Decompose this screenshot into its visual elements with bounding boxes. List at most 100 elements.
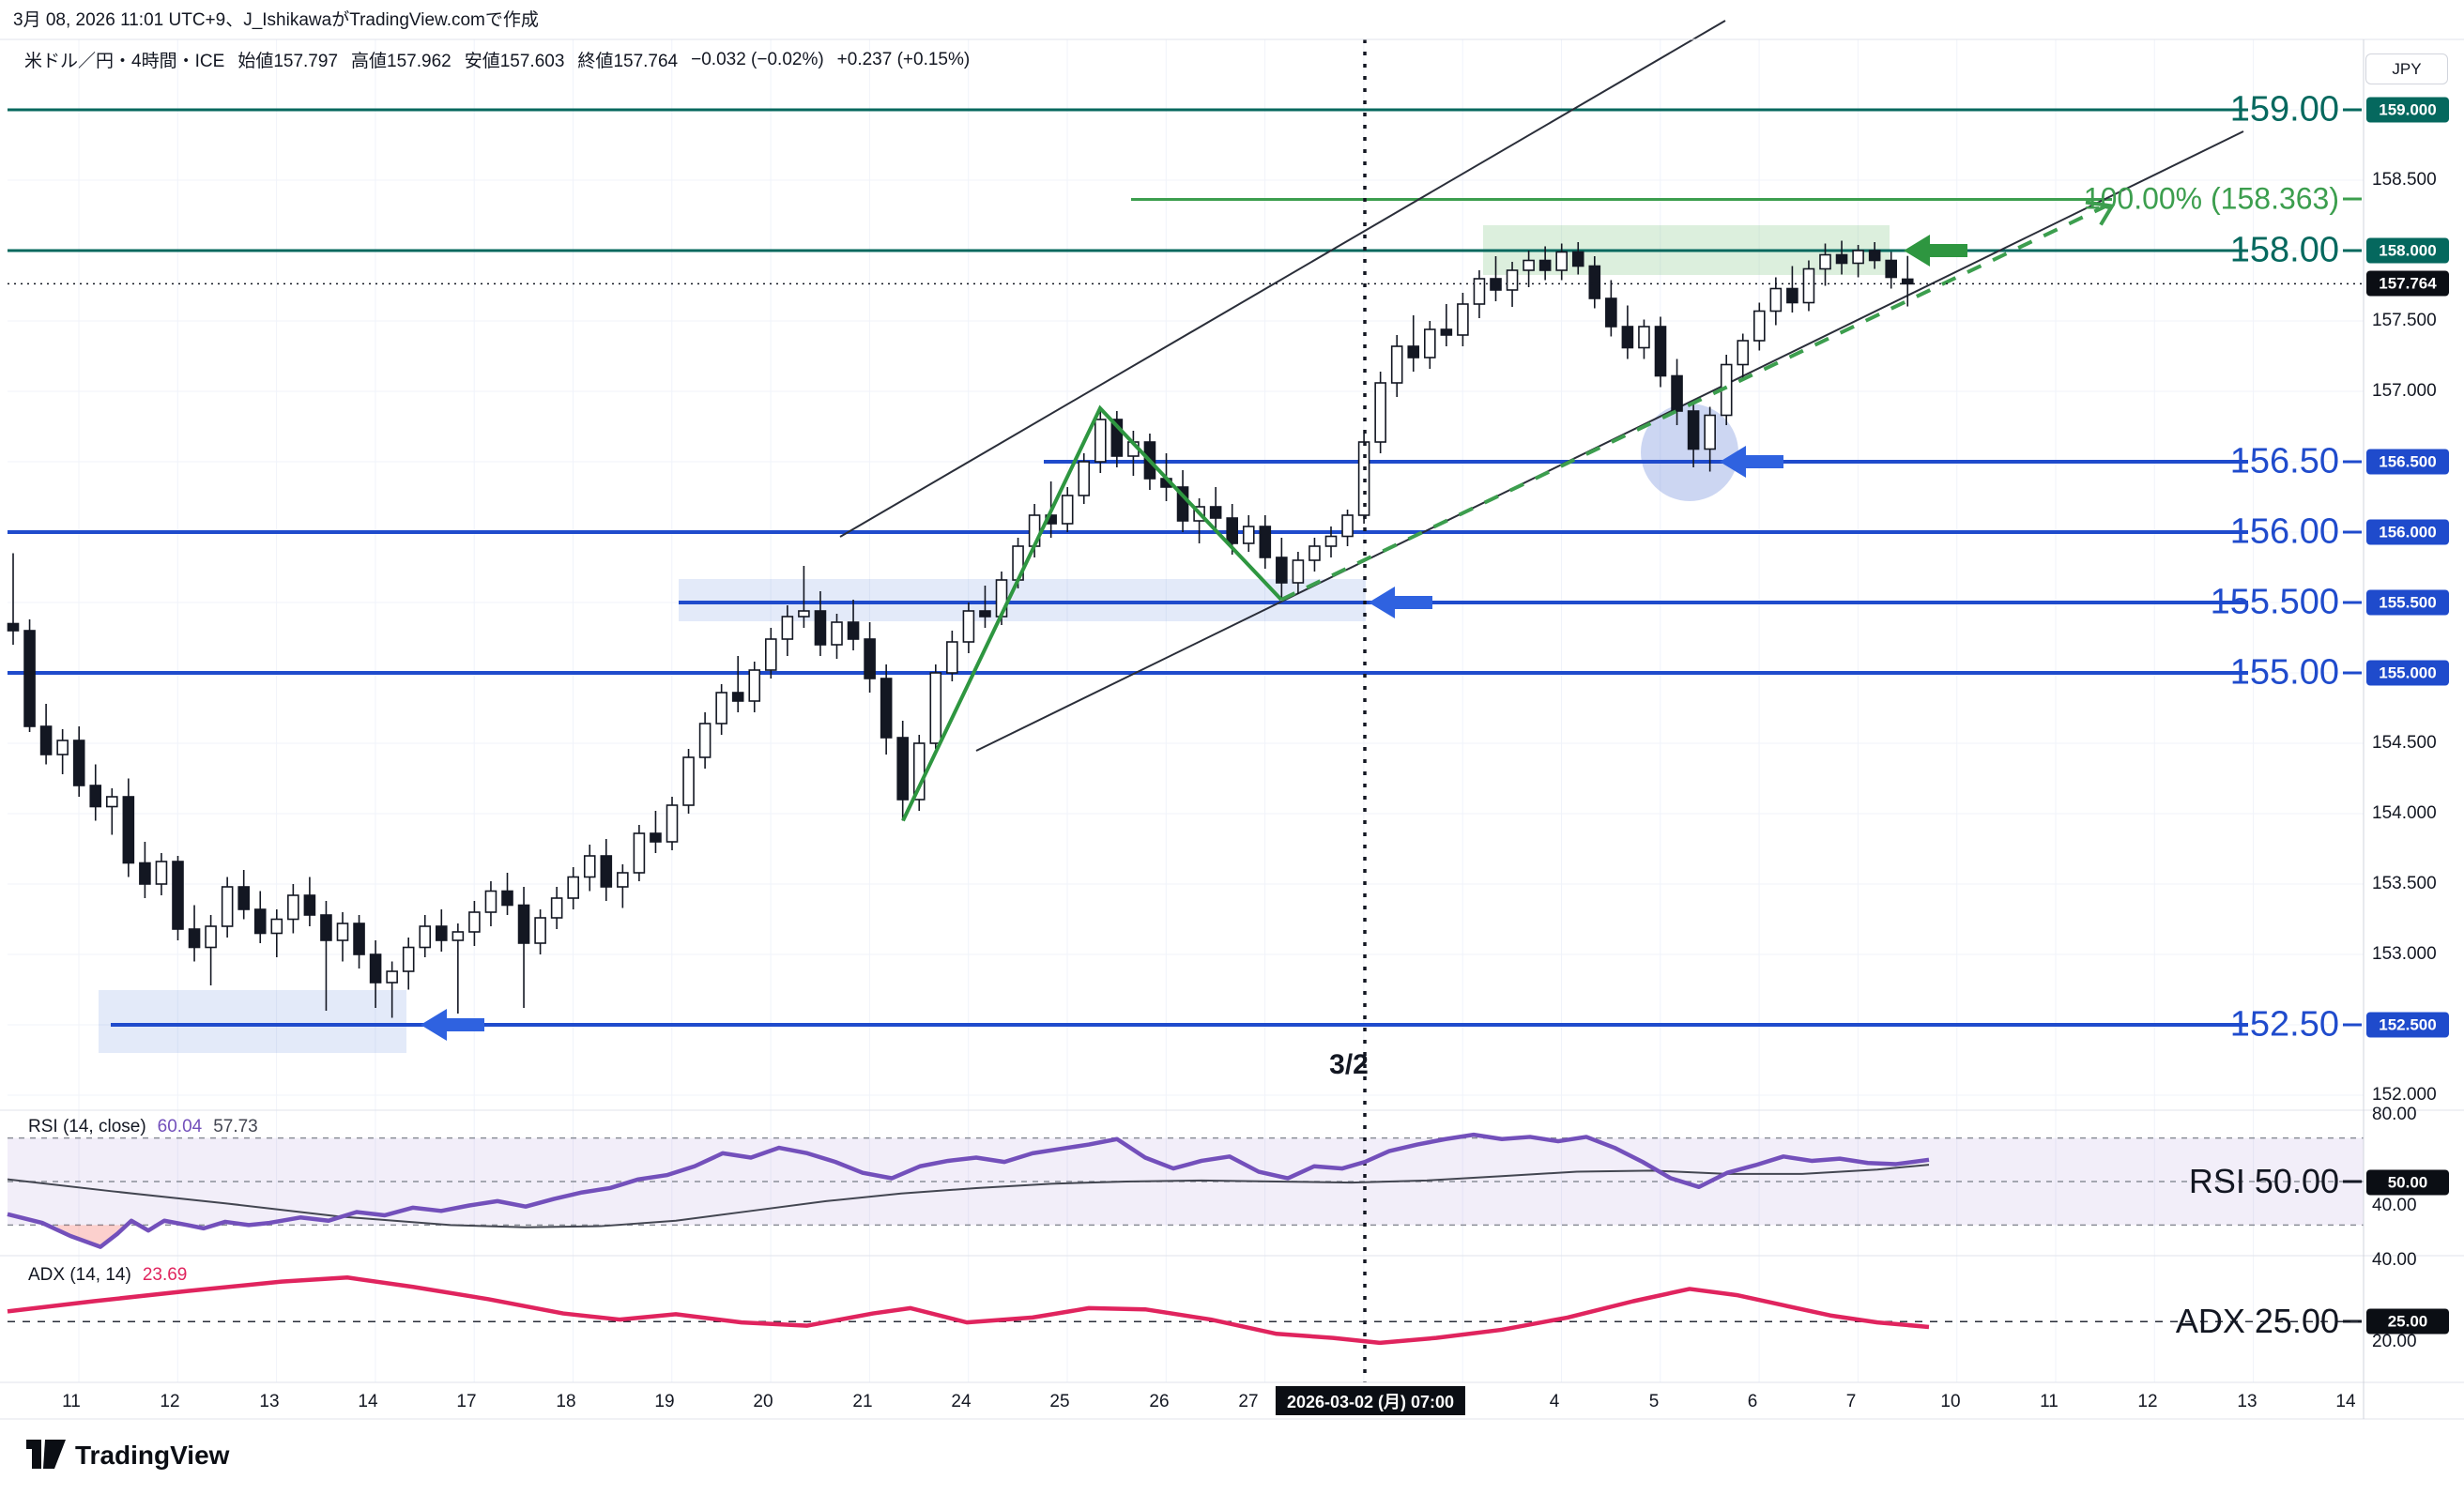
candle-body (1407, 345, 1420, 358)
candle-body (650, 832, 662, 843)
price-axis-label: 154.000 (2372, 803, 2437, 823)
candle-body (122, 796, 135, 864)
symbol-title: 米ドル／円・4時間・ICE (24, 52, 225, 71)
candle-body (1176, 486, 1189, 522)
candle-body (1078, 461, 1091, 496)
candle-body (1605, 297, 1617, 328)
candle-body (1242, 526, 1255, 544)
candle-body (912, 742, 926, 801)
candle-body (303, 894, 316, 916)
currency-scale-button[interactable]: JPY (2365, 53, 2448, 84)
rsi-ma-line (7, 1164, 1930, 1228)
price-axis-label: 157.500 (2372, 311, 2437, 330)
time-axis-label: 10 (1940, 1392, 1961, 1411)
candle-body (1687, 410, 1700, 450)
candle-body (253, 908, 267, 935)
candle-body (1638, 326, 1650, 349)
candle-body (402, 946, 415, 972)
time-axis-label: 25 (1049, 1392, 1070, 1411)
candle-body (550, 897, 563, 919)
candle-body (106, 796, 118, 808)
candle-body (1588, 265, 1601, 299)
candle-body (270, 918, 283, 935)
candle-body (1654, 326, 1667, 377)
candle-body (386, 970, 398, 984)
price-axis-label: 153.500 (2372, 874, 2437, 893)
candle-body (1835, 253, 1848, 265)
candle-body (419, 925, 432, 949)
price-level-label: 159.00 (2229, 89, 2339, 130)
candle-body (731, 692, 744, 702)
price-axis-label: 154.500 (2372, 733, 2437, 753)
highlight-box (99, 990, 406, 1053)
candle-body (1424, 328, 1436, 358)
candle-body (748, 669, 761, 702)
price-axis-badge: 152.500 (2366, 1012, 2449, 1038)
candle-body (1209, 506, 1222, 519)
time-axis-label: 24 (951, 1392, 972, 1411)
rsi-legend-title: RSI (14, close) (28, 1117, 146, 1136)
candle-body (1374, 382, 1386, 443)
candle-body (880, 678, 893, 739)
candle-body (1259, 526, 1272, 558)
candle-body (1621, 326, 1634, 349)
candle-body (1457, 303, 1469, 336)
price-axis-label: 153.000 (2372, 944, 2437, 964)
adx-legend-title: ADX (14, 14) (28, 1265, 131, 1285)
candle-body (1802, 267, 1815, 304)
adx-line (7, 1275, 1930, 1346)
candle-body (369, 953, 382, 984)
rsi-legend[interactable]: RSI (14, close) 60.04 57.73 (28, 1117, 258, 1137)
candle-body (1671, 374, 1683, 412)
candle-body (451, 931, 465, 941)
price-level-label: RSI 50.00 (2188, 1162, 2339, 1200)
price-axis-badge: 157.764 (2366, 270, 2449, 297)
date-marker-label: 3/2 (1329, 1049, 1369, 1080)
candle-body (484, 890, 497, 913)
candle-body (1061, 495, 1074, 525)
price-axis-label: 80.00 (2372, 1105, 2417, 1124)
candle-body (56, 740, 69, 755)
time-axis-label: 14 (2335, 1392, 2356, 1411)
rsi-line (7, 1132, 1930, 1249)
candle-body (864, 638, 876, 679)
rsi-legend-ma-value: 57.73 (213, 1117, 258, 1136)
price-axis-label: 152.000 (2372, 1085, 2437, 1105)
adx-legend[interactable]: ADX (14, 14) 23.69 (28, 1265, 187, 1286)
candle-body (89, 785, 102, 808)
candle-body (962, 610, 975, 643)
price-level-label: 158.00 (2229, 230, 2339, 270)
candle-body (1324, 535, 1338, 547)
price-axis-badge: 155.500 (2366, 589, 2449, 616)
candle-body (1538, 259, 1552, 271)
candle-body (979, 610, 991, 618)
price-axis-label: 40.00 (2372, 1250, 2417, 1270)
candle-body (567, 876, 580, 899)
time-axis-label: 17 (456, 1392, 477, 1411)
candle-body (1292, 559, 1305, 584)
time-axis-label: 12 (160, 1392, 180, 1411)
candle-body (798, 610, 810, 618)
candle-body (1523, 259, 1535, 271)
tradingview-logo[interactable]: TradingView (26, 1440, 229, 1472)
symbol-legend[interactable]: 米ドル／円・4時間・ICE 始値157.797 高値157.962 安値157.… (24, 47, 970, 72)
price-level-label: 152.50 (2229, 1004, 2339, 1045)
candle-body (1704, 414, 1716, 450)
candle-body (831, 621, 843, 646)
candle-body (1819, 253, 1831, 270)
candle-body (1737, 340, 1750, 366)
time-axis-label: 11 (2040, 1392, 2058, 1411)
candle-body (501, 890, 513, 907)
candle-body (1852, 250, 1864, 265)
rsi-oversold-fill (54, 1225, 130, 1247)
price-level-label: 155.00 (2229, 652, 2339, 693)
candle-body (781, 616, 794, 640)
candle-body (946, 641, 958, 674)
candle-body (336, 923, 349, 941)
candle-body (172, 861, 184, 930)
time-axis-label: 13 (259, 1392, 280, 1411)
projection-arrowhead (2085, 200, 2116, 226)
time-axis-label: 11 (62, 1392, 81, 1411)
